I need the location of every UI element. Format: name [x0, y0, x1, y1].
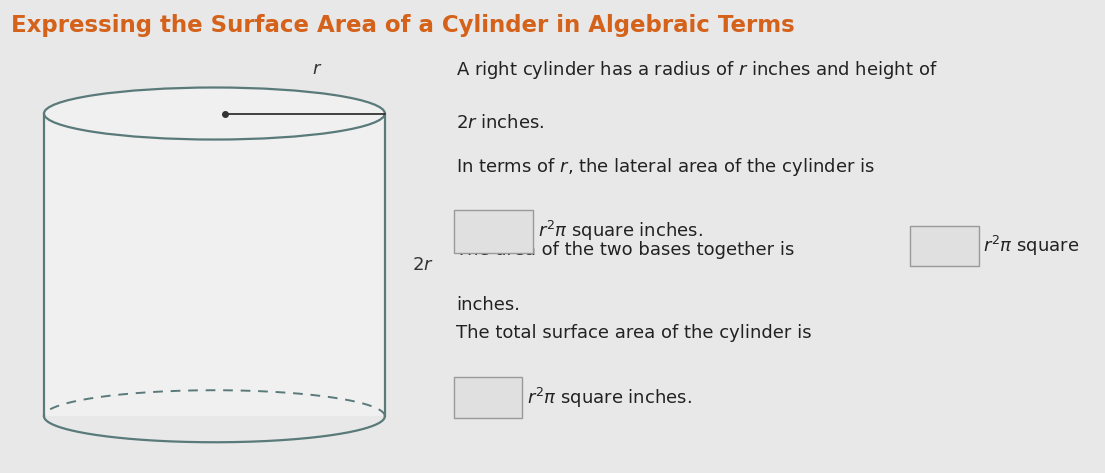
Text: inches.: inches.	[456, 296, 520, 314]
Text: $r^2\pi$ square: $r^2\pi$ square	[983, 234, 1080, 258]
FancyBboxPatch shape	[911, 226, 979, 266]
Text: The total surface area of the cylinder is: The total surface area of the cylinder i…	[456, 324, 812, 342]
Text: In terms of $r$, the lateral area of the cylinder is: In terms of $r$, the lateral area of the…	[456, 156, 875, 178]
Text: 1: 1	[478, 222, 490, 240]
Text: $r^2\pi$ square inches.: $r^2\pi$ square inches.	[527, 386, 692, 410]
Bar	[44, 114, 385, 416]
Text: $r$: $r$	[312, 60, 322, 78]
Text: $r^2\pi$ square inches.: $r^2\pi$ square inches.	[538, 219, 703, 243]
Text: ∨: ∨	[960, 239, 969, 253]
Text: $2r$: $2r$	[412, 256, 434, 274]
Ellipse shape	[44, 88, 385, 140]
Text: 2$r$ inches.: 2$r$ inches.	[456, 114, 545, 131]
FancyBboxPatch shape	[454, 210, 534, 253]
Text: The area of the two bases together is: The area of the two bases together is	[456, 241, 794, 259]
FancyBboxPatch shape	[454, 377, 523, 418]
Text: ∨: ∨	[513, 224, 523, 238]
Text: A right cylinder has a radius of $r$ inches and height of: A right cylinder has a radius of $r$ inc…	[456, 59, 938, 81]
Text: Expressing the Surface Area of a Cylinder in Algebraic Terms: Expressing the Surface Area of a Cylinde…	[11, 14, 794, 37]
Text: ∨: ∨	[504, 391, 513, 404]
